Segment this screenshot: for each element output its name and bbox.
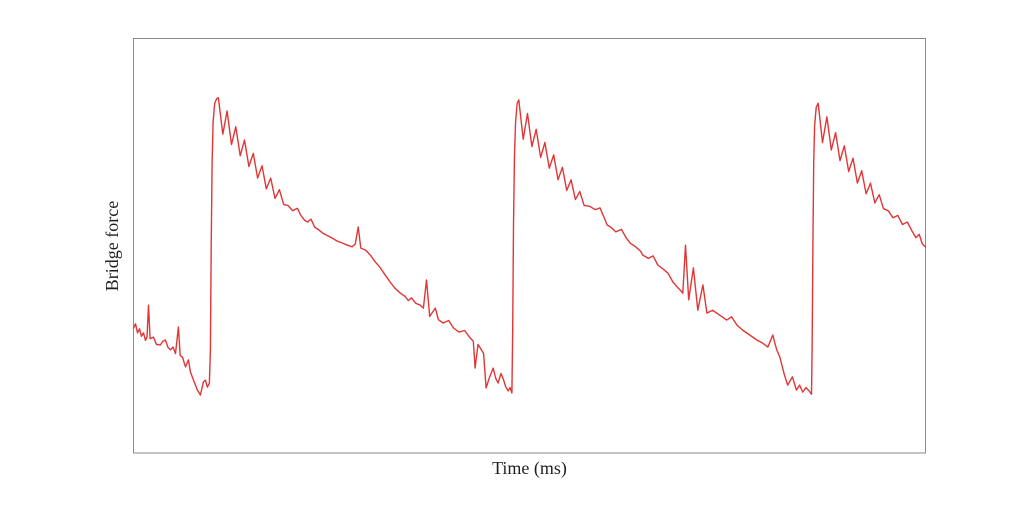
y-axis-label: Bridge force	[102, 201, 122, 291]
bridge-force-trace	[132, 97, 927, 396]
x-axis-label: Time (ms)	[492, 458, 567, 479]
plot-area-frame	[133, 38, 926, 454]
